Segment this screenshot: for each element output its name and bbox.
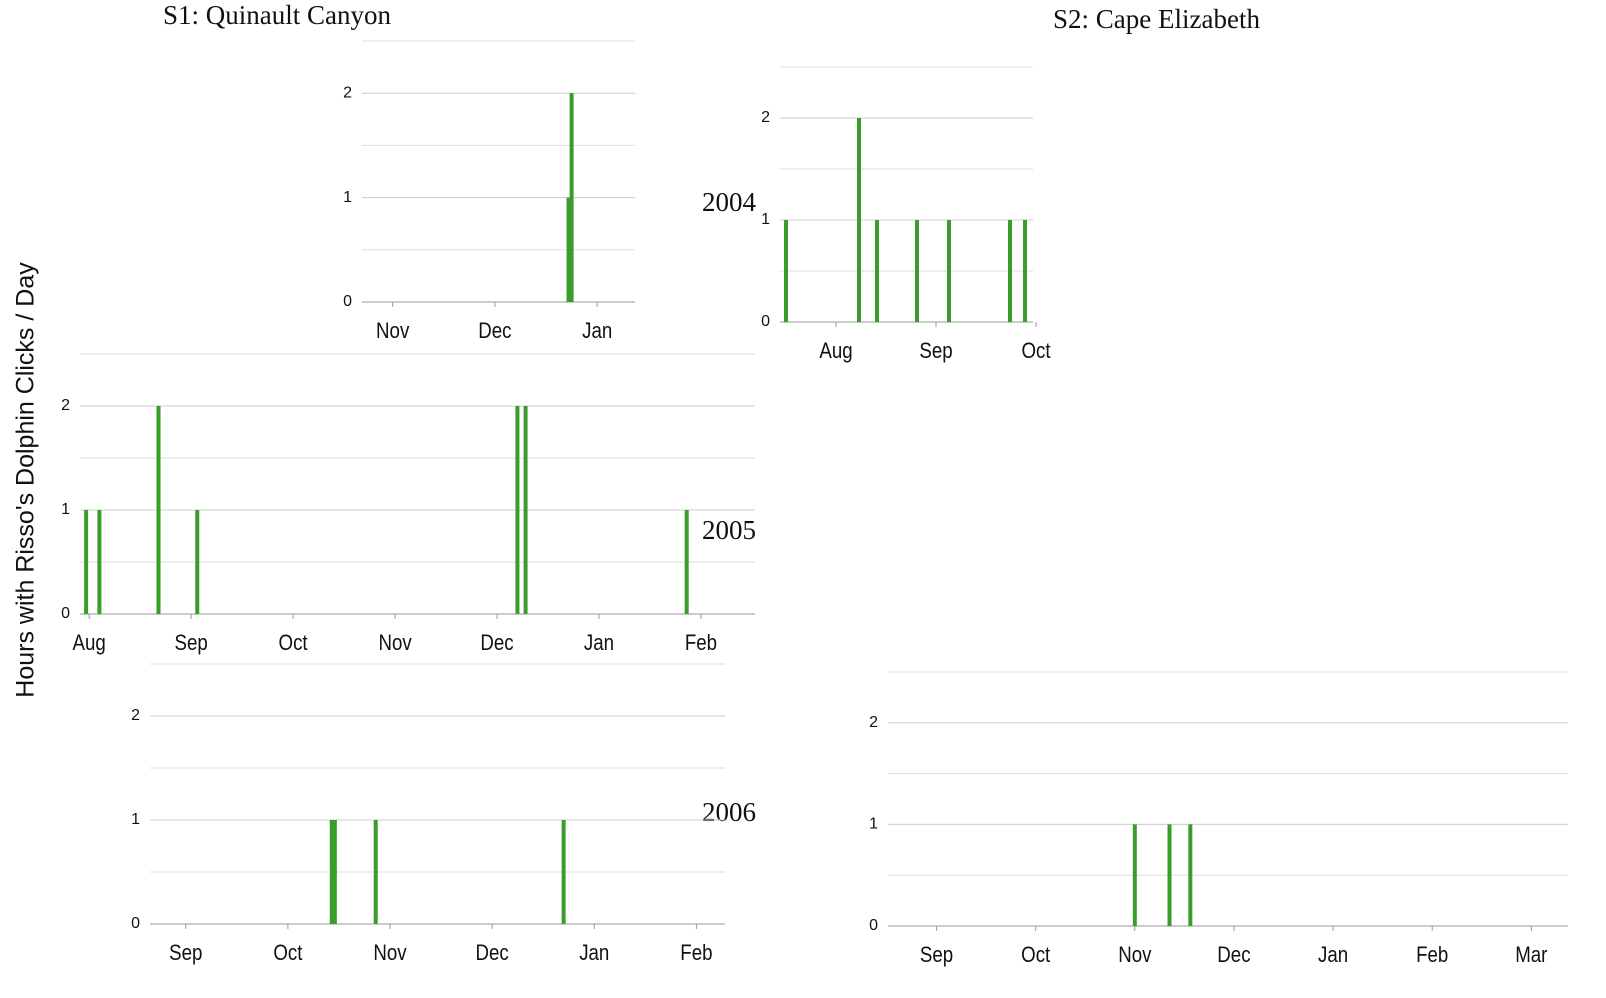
y-tick-label: 1 [61, 501, 70, 518]
bar [561, 820, 566, 924]
bar [156, 406, 161, 614]
x-tick-label: Feb [1416, 943, 1448, 967]
x-tick-label: Feb [685, 631, 717, 655]
bar [1167, 824, 1172, 926]
x-tick-label: Oct [273, 941, 302, 965]
bar [195, 510, 200, 614]
x-tick-label: Sep [920, 943, 953, 967]
bar [523, 406, 528, 614]
bar [684, 510, 689, 614]
bar [329, 820, 334, 924]
column-title: S1: Quinault Canyon [163, 0, 391, 30]
row-label: 2006 [702, 797, 756, 827]
y-tick-label: 0 [61, 605, 70, 622]
x-tick-label: Dec [478, 319, 511, 343]
y-axis-label: Hours with Risso's Dolphin Clicks / Day [12, 262, 40, 698]
column-title: S2: Cape Elizabeth [1053, 4, 1260, 34]
y-tick-label: 0 [761, 313, 770, 330]
bar [515, 406, 520, 614]
x-tick-label: Nov [373, 941, 407, 965]
x-tick-label: Nov [376, 319, 410, 343]
x-tick-label: Jan [582, 319, 612, 343]
bar [1008, 220, 1012, 322]
x-tick-label: Aug [819, 339, 852, 363]
bar [1023, 220, 1027, 322]
x-tick-label: Feb [680, 941, 712, 965]
y-tick-label: 2 [343, 84, 352, 101]
bar [857, 118, 861, 322]
x-tick-label: Dec [480, 631, 513, 655]
y-tick-label: 0 [131, 915, 140, 932]
y-tick-label: 1 [343, 189, 352, 206]
x-tick-label: Nov [378, 631, 412, 655]
x-tick-label: Dec [476, 941, 509, 965]
y-tick-label: 2 [869, 714, 878, 731]
x-tick-label: Sep [919, 339, 952, 363]
x-tick-label: Dec [1217, 943, 1250, 967]
x-tick-label: Sep [169, 941, 202, 965]
x-tick-label: Mar [1515, 943, 1547, 967]
bar [97, 510, 102, 614]
row-label: 2004 [702, 187, 757, 217]
bar [875, 220, 879, 322]
y-tick-label: 1 [761, 211, 770, 228]
bar [947, 220, 951, 322]
x-tick-label: Jan [579, 941, 609, 965]
x-tick-label: Jan [1318, 943, 1348, 967]
bar [373, 820, 378, 924]
bar [332, 820, 337, 924]
bar [84, 510, 89, 614]
bar [566, 197, 571, 302]
y-tick-label: 2 [131, 707, 140, 724]
x-tick-label: Nov [1118, 943, 1152, 967]
x-tick-label: Oct [1021, 943, 1050, 967]
y-tick-label: 2 [761, 109, 770, 126]
x-tick-label: Aug [73, 631, 106, 655]
y-tick-label: 1 [131, 811, 140, 828]
bar [784, 220, 788, 322]
y-tick-label: 0 [869, 917, 878, 934]
y-tick-label: 0 [343, 293, 352, 310]
bar [1132, 824, 1137, 926]
x-tick-label: Sep [175, 631, 208, 655]
x-tick-label: Jan [584, 631, 614, 655]
bar [569, 93, 574, 302]
bar [915, 220, 919, 322]
x-tick-label: Oct [1021, 339, 1050, 363]
bar [1188, 824, 1193, 926]
y-tick-label: 1 [869, 816, 878, 833]
x-tick-label: Oct [279, 631, 308, 655]
y-tick-label: 2 [61, 397, 70, 414]
row-label: 2005 [702, 515, 756, 545]
